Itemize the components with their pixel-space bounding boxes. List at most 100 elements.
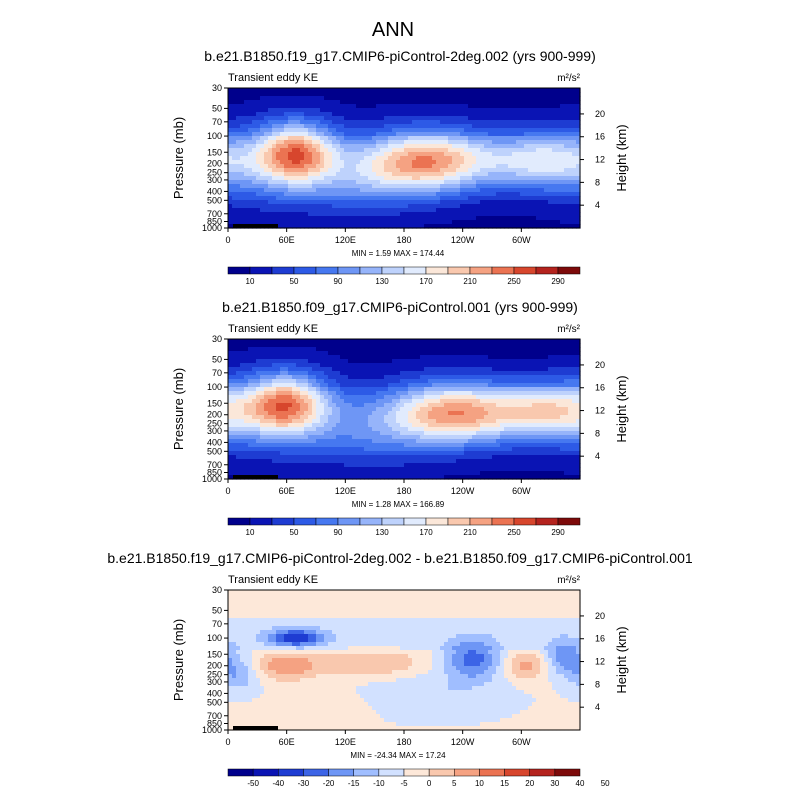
contour-cell — [372, 148, 377, 153]
contour-cell — [332, 419, 337, 424]
contour-cell — [412, 359, 417, 364]
contour-cell — [316, 112, 321, 117]
contour-cell — [468, 96, 473, 101]
contour-cell — [544, 216, 549, 221]
contour-cell — [284, 363, 289, 368]
contour-cell — [332, 339, 337, 344]
contour-cell — [492, 120, 497, 125]
contour-cell — [376, 379, 381, 384]
contour-cell — [328, 116, 333, 121]
contour-cell — [488, 180, 493, 185]
contour-cell — [300, 160, 305, 165]
contour-cell — [412, 419, 417, 424]
contour-cell — [576, 144, 581, 149]
contour-cell — [444, 220, 449, 225]
contour-cell — [232, 128, 237, 133]
contour-cell — [260, 363, 265, 368]
contour-cell — [488, 172, 493, 177]
contour-cell — [236, 104, 241, 109]
contour-cell — [504, 176, 509, 181]
contour-cell — [460, 104, 465, 109]
contour-cell — [264, 204, 269, 209]
contour-cell — [500, 148, 505, 153]
contour-cell — [544, 104, 549, 109]
contour-cell — [440, 132, 445, 137]
contour-cell — [368, 403, 373, 408]
contour-cell — [356, 371, 361, 376]
contour-cell — [496, 108, 501, 113]
contour-cell — [432, 156, 437, 161]
contour-cell — [384, 395, 389, 400]
contour-cell — [356, 180, 361, 185]
contour-cell — [288, 100, 293, 105]
contour-cell — [276, 184, 281, 189]
contour-cell — [368, 176, 373, 181]
contour-cell — [364, 216, 369, 221]
contour-cell — [504, 419, 509, 424]
contour-cell — [228, 351, 233, 356]
contour-cell — [304, 124, 309, 129]
contour-cell — [256, 419, 261, 424]
contour-cell — [268, 399, 273, 404]
contour-cell — [480, 415, 485, 420]
contour-cell — [252, 140, 257, 145]
contour-cell — [400, 192, 405, 197]
contour-cell — [300, 120, 305, 125]
contour-cell — [244, 343, 249, 348]
contour-cell — [236, 196, 241, 201]
contour-cell — [228, 112, 233, 117]
contour-cell — [508, 403, 513, 408]
contour-cell — [268, 116, 273, 121]
contour-cell — [476, 363, 481, 368]
contour-cell — [500, 395, 505, 400]
contour-cell — [336, 411, 341, 416]
contour-cell — [548, 411, 553, 416]
contour-cell — [524, 112, 529, 117]
contour-cell — [568, 108, 573, 113]
contour-cell — [280, 128, 285, 133]
contour-cell — [232, 351, 237, 356]
contour-cell — [512, 140, 517, 145]
contour-cell — [520, 132, 525, 137]
contour-cell — [384, 104, 389, 109]
contour-cell — [520, 355, 525, 360]
contour-cell — [424, 132, 429, 137]
contour-cell — [560, 148, 565, 153]
contour-cell — [436, 375, 441, 380]
contour-cell — [280, 204, 285, 209]
contour-cell — [548, 104, 553, 109]
contour-cell — [428, 156, 433, 161]
panel-title: b.e21.B1850.f09_g17.CMIP6-piControl.001 … — [222, 299, 578, 315]
contour-cell — [524, 196, 529, 201]
contour-cell — [548, 152, 553, 157]
contour-cell — [284, 160, 289, 165]
contour-cell — [532, 124, 537, 129]
contour-cell — [340, 351, 345, 356]
contour-cell — [412, 391, 417, 396]
contour-cell — [432, 208, 437, 213]
contour-cell — [384, 391, 389, 396]
contour-cell — [480, 184, 485, 189]
contour-cell — [464, 104, 469, 109]
contour-cell — [404, 156, 409, 161]
contour-cell — [432, 120, 437, 125]
contour-cell — [284, 104, 289, 109]
contour-cell — [552, 100, 557, 105]
contour-cell — [476, 419, 481, 424]
contour-cell — [400, 208, 405, 213]
contour-cell — [456, 116, 461, 121]
contour-cell — [468, 188, 473, 193]
contour-cell — [400, 136, 405, 141]
contour-cell — [352, 172, 357, 177]
contour-cell — [240, 379, 245, 384]
contour-cell — [428, 359, 433, 364]
contour-cell — [292, 212, 297, 217]
contour-cell — [496, 208, 501, 213]
contour-cell — [480, 391, 485, 396]
contour-cell — [300, 148, 305, 153]
contour-cell — [416, 188, 421, 193]
contour-cell — [564, 136, 569, 141]
contour-cell — [472, 347, 477, 352]
contour-cell — [456, 216, 461, 221]
contour-cell — [324, 112, 329, 117]
